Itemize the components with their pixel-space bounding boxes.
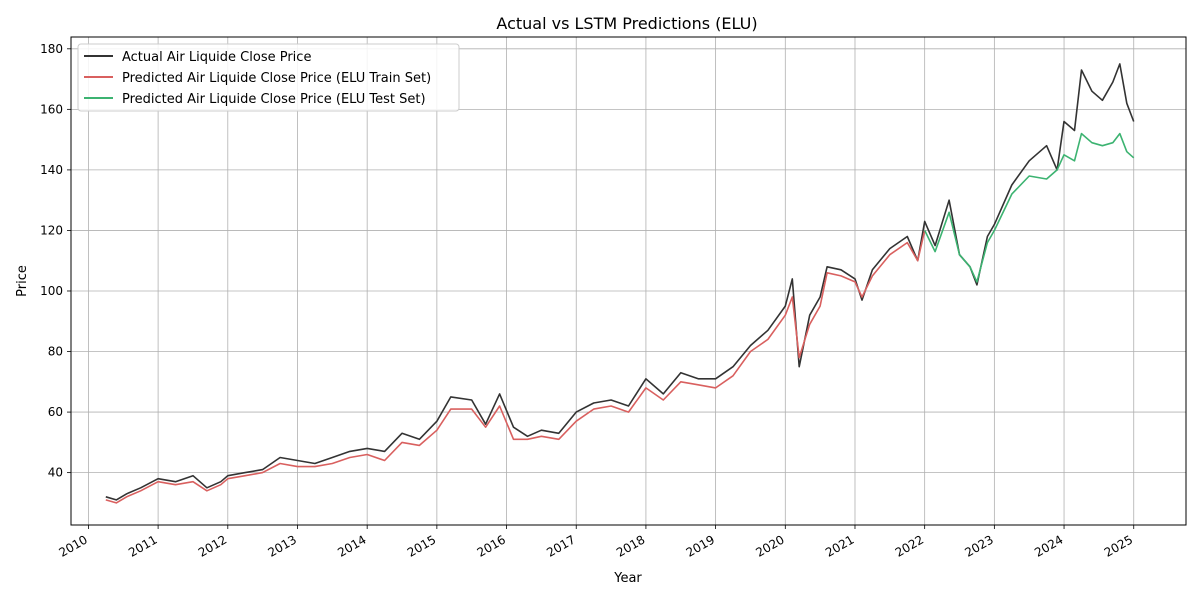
y-axis-label: Price (15, 265, 30, 297)
y-tick-label: 100 (40, 284, 63, 298)
y-tick-label: 40 (48, 466, 63, 480)
legend-label-0: Actual Air Liquide Close Price (122, 50, 311, 65)
x-axis-label: Year (613, 571, 642, 586)
y-tick-label: 80 (48, 345, 63, 359)
legend-label-1: Predicted Air Liquide Close Price (ELU T… (122, 71, 431, 86)
y-tick-label: 60 (48, 405, 63, 419)
series-line-1 (105, 230, 926, 504)
chart-title: Actual vs LSTM Predictions (ELU) (496, 14, 757, 33)
y-tick-label: 140 (40, 163, 63, 177)
series-line-0 (105, 63, 1135, 501)
y-tick-label: 160 (40, 102, 63, 116)
series-line-2 (923, 132, 1135, 283)
y-axis: 40 60 80 100 120 140 160 180 (40, 42, 71, 480)
legend-box (77, 43, 460, 112)
series-layer (105, 63, 1135, 504)
legend-label-2: Predicted Air Liquide Close Price (ELU T… (122, 92, 426, 107)
legend: Actual Air Liquide Close Price Predicted … (77, 43, 460, 112)
y-tick-label: 120 (40, 223, 63, 237)
plot-area-frame (70, 36, 1187, 526)
y-tick-label: 180 (40, 42, 63, 56)
